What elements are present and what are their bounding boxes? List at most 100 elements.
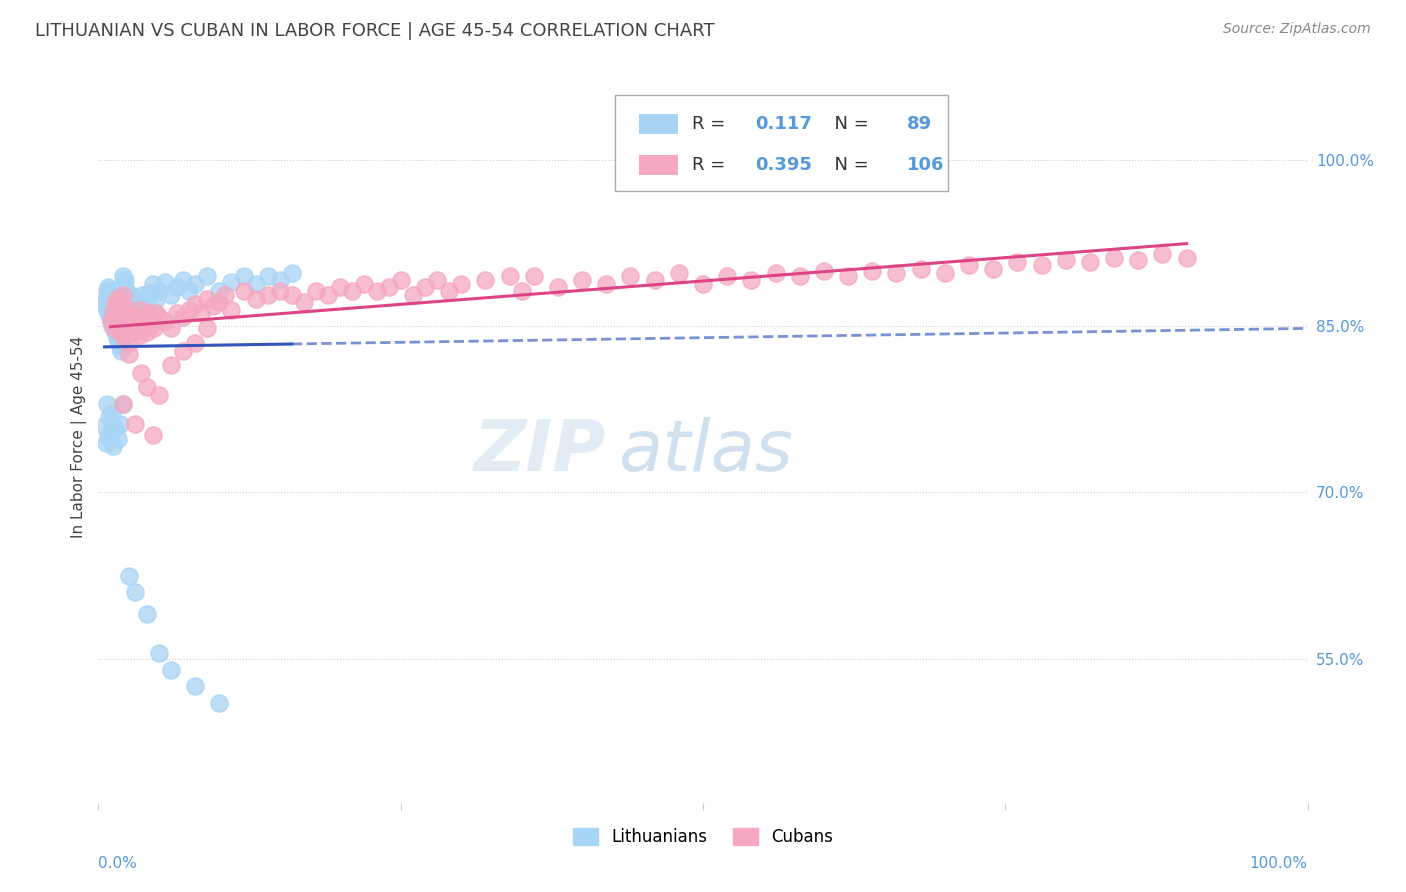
- Point: [100, 425, 122, 439]
- Point: [402, 288, 425, 302]
- Point: [108, 294, 131, 309]
- Point: [111, 288, 134, 302]
- Text: 0.117: 0.117: [755, 115, 811, 134]
- Point: [103, 321, 125, 335]
- Point: [124, 325, 146, 339]
- Point: [135, 325, 157, 339]
- Point: [101, 306, 124, 320]
- Point: [97, 288, 120, 302]
- Point: [184, 335, 207, 350]
- Point: [98, 308, 121, 322]
- Point: [107, 317, 129, 331]
- Point: [269, 284, 291, 298]
- Point: [98, 285, 121, 300]
- Text: Source: ZipAtlas.com: Source: ZipAtlas.com: [1223, 22, 1371, 37]
- Point: [305, 284, 328, 298]
- Point: [96, 284, 118, 298]
- Point: [107, 432, 129, 446]
- Text: ZIP: ZIP: [474, 417, 606, 486]
- Point: [1031, 258, 1053, 272]
- Point: [595, 277, 617, 292]
- Point: [1007, 255, 1029, 269]
- Point: [135, 294, 157, 309]
- Text: atlas: atlas: [619, 417, 793, 486]
- Point: [474, 273, 496, 287]
- Point: [120, 288, 142, 302]
- Point: [96, 302, 118, 317]
- Text: 0.0%: 0.0%: [98, 856, 138, 871]
- Point: [232, 269, 254, 284]
- Point: [160, 358, 183, 372]
- Point: [120, 321, 142, 335]
- Point: [111, 269, 134, 284]
- Bar: [638, 154, 678, 175]
- Point: [138, 285, 160, 300]
- Point: [104, 297, 127, 311]
- Point: [413, 280, 436, 294]
- Point: [145, 292, 167, 306]
- Point: [716, 269, 738, 284]
- Point: [105, 292, 128, 306]
- Point: [135, 380, 157, 394]
- Point: [108, 325, 131, 339]
- Point: [498, 269, 520, 284]
- Point: [121, 314, 143, 328]
- Bar: [638, 114, 678, 135]
- Point: [1102, 251, 1125, 265]
- Text: R =: R =: [692, 115, 731, 134]
- Legend: Lithuanians, Cubans: Lithuanians, Cubans: [567, 822, 839, 853]
- Point: [127, 308, 149, 322]
- Point: [103, 321, 125, 335]
- Point: [166, 280, 188, 294]
- Point: [190, 306, 212, 320]
- Text: R =: R =: [692, 156, 731, 174]
- Text: 89: 89: [907, 115, 932, 134]
- Point: [121, 317, 143, 331]
- Point: [195, 321, 218, 335]
- Point: [166, 306, 188, 320]
- Point: [114, 273, 136, 287]
- Point: [97, 430, 120, 444]
- Point: [765, 266, 787, 280]
- Point: [195, 269, 218, 284]
- Point: [571, 273, 593, 287]
- Point: [117, 310, 139, 325]
- Point: [115, 284, 138, 298]
- Point: [104, 325, 127, 339]
- Point: [100, 302, 122, 317]
- Point: [292, 294, 315, 309]
- Point: [93, 297, 115, 311]
- Point: [114, 292, 136, 306]
- Point: [100, 293, 122, 308]
- Point: [426, 273, 449, 287]
- Point: [316, 288, 339, 302]
- Point: [148, 310, 170, 325]
- Point: [129, 366, 152, 380]
- Point: [668, 266, 690, 280]
- Point: [118, 306, 141, 320]
- Point: [111, 397, 134, 411]
- Point: [245, 277, 267, 292]
- Point: [100, 406, 122, 420]
- Point: [142, 277, 165, 292]
- Point: [208, 294, 231, 309]
- Point: [128, 328, 150, 343]
- Point: [1175, 251, 1198, 265]
- Point: [98, 294, 121, 309]
- Point: [740, 273, 762, 287]
- Point: [377, 280, 399, 294]
- Point: [100, 292, 122, 306]
- Point: [101, 302, 124, 317]
- Point: [353, 277, 375, 292]
- Point: [96, 397, 118, 411]
- Point: [202, 299, 225, 313]
- Point: [389, 273, 412, 287]
- Point: [141, 317, 163, 331]
- Point: [510, 284, 533, 298]
- Point: [342, 284, 364, 298]
- Point: [281, 288, 304, 302]
- Point: [269, 273, 291, 287]
- Text: 106: 106: [907, 156, 945, 174]
- Point: [112, 277, 135, 292]
- Point: [118, 568, 141, 582]
